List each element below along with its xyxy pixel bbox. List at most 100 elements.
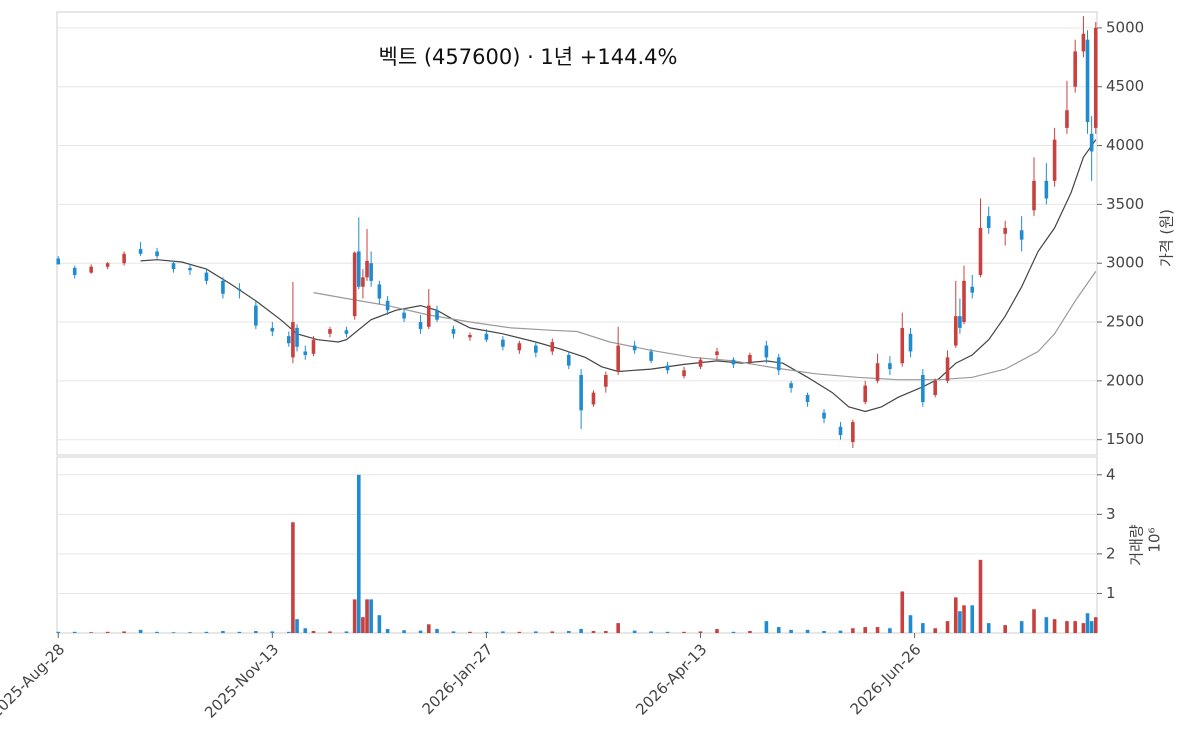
volume-bar	[56, 631, 61, 633]
volume-bar	[1081, 623, 1086, 633]
candle-body	[579, 374, 583, 411]
candle-body	[649, 351, 653, 361]
candle-body	[805, 394, 810, 403]
volume-bar	[1052, 619, 1057, 633]
volume-bar	[204, 631, 209, 633]
volume-bar	[888, 628, 892, 633]
candle-body	[1065, 110, 1069, 128]
volume-bar	[604, 631, 608, 633]
candle-body	[501, 339, 505, 347]
candle-body	[435, 310, 439, 320]
candle-body	[1019, 230, 1024, 240]
candle-body	[311, 339, 316, 354]
moving-average-line	[140, 139, 1097, 413]
candle-body	[221, 280, 225, 294]
volume-bar	[303, 628, 308, 633]
volume-bar	[468, 631, 472, 633]
y-axis-label: 거래량	[1128, 524, 1146, 566]
candle-body	[385, 300, 390, 311]
volume-bar	[1065, 621, 1069, 633]
candle-body	[270, 327, 275, 332]
volume-bar	[365, 599, 369, 633]
volume-bar	[591, 631, 596, 633]
y-tick-label: 1	[1106, 584, 1116, 602]
candle-body	[604, 374, 608, 387]
price-frame	[56, 11, 1098, 456]
candle-body	[978, 227, 983, 275]
volume-bar	[632, 630, 637, 633]
volume-bar	[962, 605, 966, 633]
y-tick-label: 4500	[1106, 77, 1144, 95]
candle-body	[764, 345, 769, 358]
candle-body	[731, 359, 736, 365]
volume-bar	[122, 631, 126, 633]
candle-body	[1003, 227, 1007, 234]
volume-bar	[978, 559, 983, 633]
candle-body	[888, 363, 892, 370]
volume-bar	[921, 623, 925, 633]
volume-bar	[550, 631, 555, 633]
candle-body	[591, 392, 596, 405]
volume-bar	[682, 631, 686, 633]
x-tick-label: 2026-Jun-26	[847, 640, 925, 718]
volume-bar	[517, 631, 522, 633]
candle-body	[369, 263, 373, 281]
volume-bar	[1032, 609, 1036, 633]
candle-body	[550, 342, 555, 352]
volume-bar	[311, 631, 316, 633]
y-tick-label: 2000	[1106, 371, 1144, 389]
volume-bar	[426, 624, 431, 633]
candle-body	[451, 329, 456, 334]
y-tick-label: 1500	[1106, 430, 1144, 448]
volume-bar	[344, 631, 349, 633]
volume-bar	[221, 631, 225, 633]
volume-bar	[89, 632, 93, 633]
volume-bar	[748, 631, 752, 633]
y-tick-label: 3500	[1106, 195, 1144, 213]
candle-body	[122, 253, 126, 264]
volume-bar	[698, 631, 703, 633]
volume-bar	[945, 621, 950, 633]
volume-bar	[1093, 617, 1098, 633]
candle-body	[89, 266, 93, 273]
volume-bar	[1044, 617, 1049, 633]
x-tick-label: 2026-Apr-13	[632, 640, 710, 718]
volume-bar	[237, 631, 242, 633]
candle-body	[138, 249, 143, 254]
candle-body	[1085, 39, 1090, 123]
candle-body	[254, 305, 258, 326]
candle-body	[933, 380, 937, 395]
candle-body	[962, 280, 966, 323]
volume-bar	[1003, 625, 1007, 633]
y-tick-label: 5000	[1106, 18, 1144, 36]
x-tick-label: 2025-Nov-13	[201, 640, 282, 721]
candle-body	[1032, 180, 1036, 211]
volume-bar	[328, 631, 332, 633]
volume-bar	[270, 631, 275, 633]
candle-body	[517, 343, 522, 351]
volume-frame	[56, 456, 1098, 634]
volume-bar	[566, 631, 571, 633]
volume-bar	[361, 617, 365, 633]
volume-bar	[764, 621, 769, 633]
candle-body	[468, 334, 472, 338]
volume-bar	[105, 631, 110, 633]
candle-body	[1073, 51, 1077, 87]
volume-bar	[402, 630, 406, 633]
candle-body	[171, 263, 176, 270]
candle-body	[365, 260, 369, 278]
candle-body	[56, 258, 61, 265]
candle-body	[377, 284, 382, 299]
volume-bar	[776, 627, 781, 633]
x-tick-label: 2025-Aug-28	[0, 640, 68, 721]
volume-bar	[838, 630, 843, 633]
volume-bar	[377, 615, 382, 633]
y-tick-label: 2	[1106, 544, 1116, 562]
volume-bar	[295, 619, 299, 633]
candle-body	[632, 345, 637, 351]
candle-body	[698, 359, 703, 367]
volume-bar	[435, 629, 439, 633]
volume-bar	[484, 631, 489, 633]
volume-bar	[665, 631, 670, 633]
